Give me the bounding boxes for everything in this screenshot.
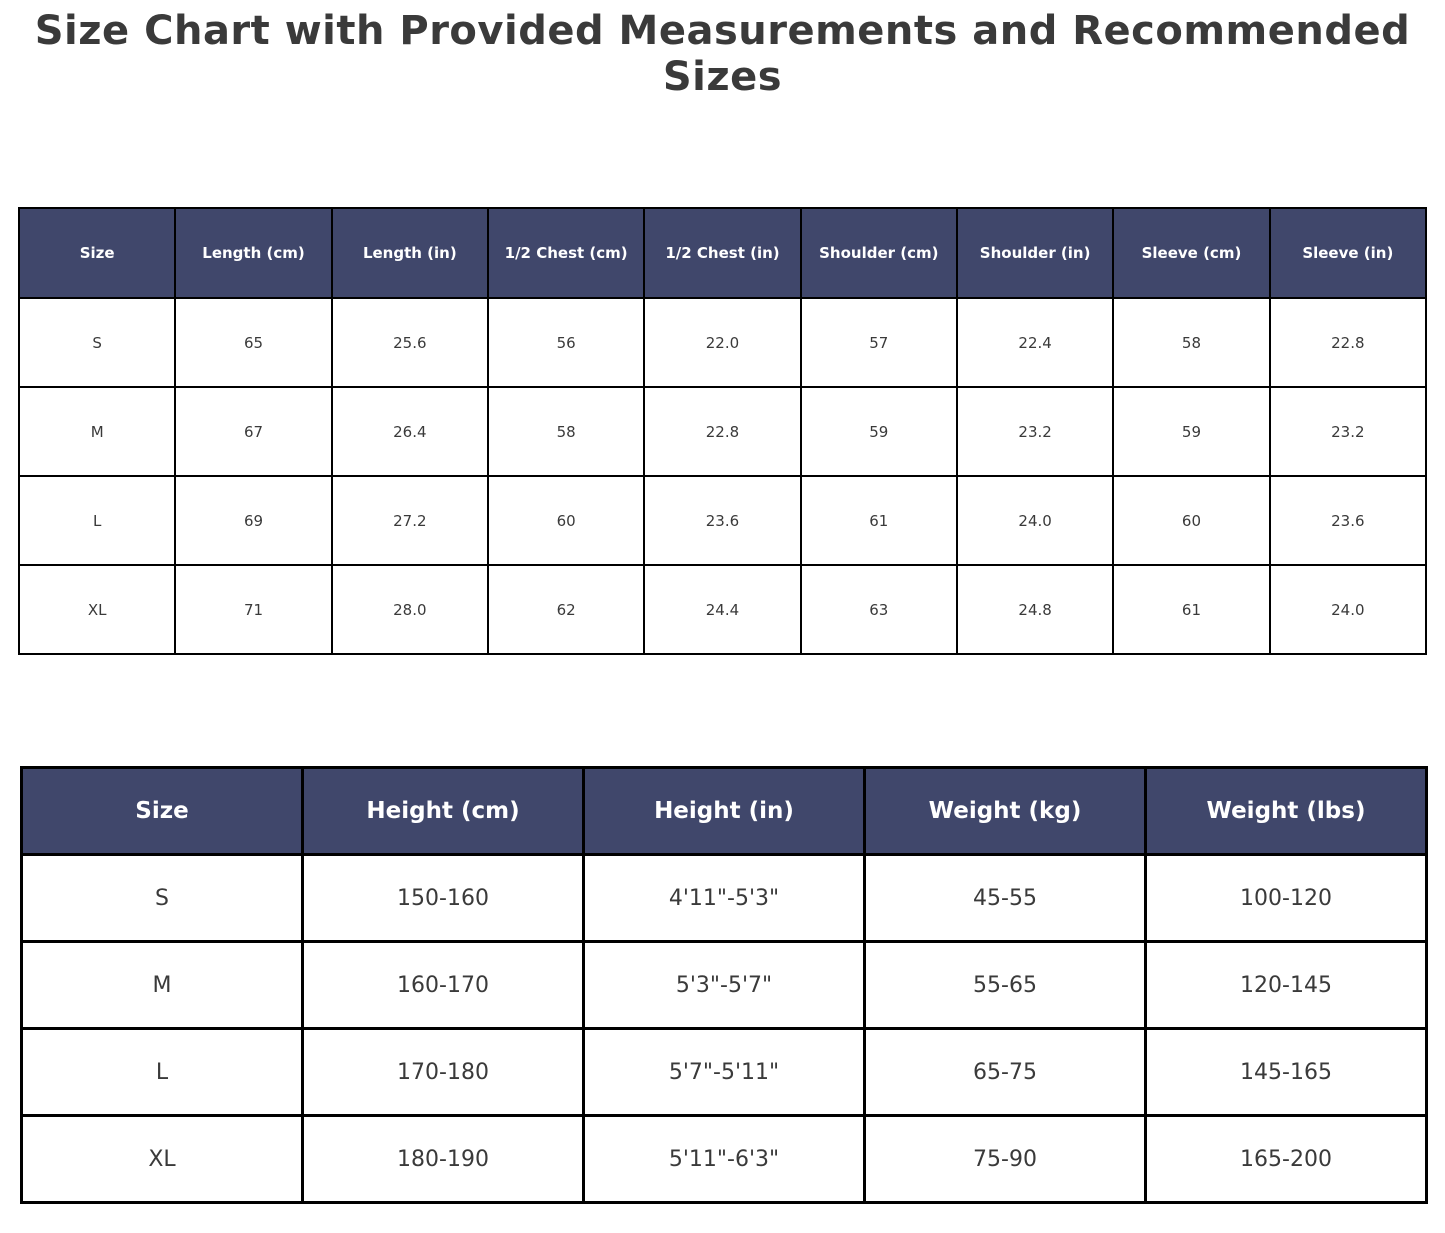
table-row: M 160-170 5'3"-5'7" 55-65 120-145 [20, 940, 1428, 1030]
column-header: Weight (kg) [863, 766, 1147, 856]
column-header: Length (cm) [174, 207, 333, 299]
table-cell: 23.6 [1268, 475, 1428, 566]
table-row: L 69 27.2 60 23.6 61 24.0 60 23.6 [17, 475, 1428, 566]
table-cell: 56 [486, 297, 646, 388]
table-cell: 65-75 [863, 1027, 1147, 1117]
table-cell: 45-55 [863, 853, 1147, 943]
table-cell: 60 [1112, 475, 1271, 566]
size-cell: L [20, 1027, 304, 1117]
page-title: Size Chart with Provided Measurements an… [34, 8, 1411, 100]
table-cell: 27.2 [330, 475, 489, 566]
table-row: S 150-160 4'11"-5'3" 45-55 100-120 [20, 853, 1428, 943]
table-cell: 65 [174, 297, 333, 388]
size-cell: XL [17, 564, 177, 655]
size-cell: XL [20, 1114, 304, 1204]
table-cell: 165-200 [1144, 1114, 1428, 1204]
table-cell: 55-65 [863, 940, 1147, 1030]
table-cell: 61 [799, 475, 958, 566]
table-cell: 150-160 [301, 853, 585, 943]
table-row: XL 71 28.0 62 24.4 63 24.8 61 24.0 [17, 564, 1428, 655]
column-header: Sleeve (cm) [1112, 207, 1271, 299]
column-header: Shoulder (cm) [799, 207, 958, 299]
table-cell: 24.4 [643, 564, 802, 655]
table-cell: 170-180 [301, 1027, 585, 1117]
table-cell: 67 [174, 386, 333, 477]
table-cell: 22.4 [955, 297, 1115, 388]
table-cell: 5'7"-5'11" [582, 1027, 866, 1117]
table-cell: 59 [799, 386, 958, 477]
table-cell: 145-165 [1144, 1027, 1428, 1117]
size-cell: S [20, 853, 304, 943]
table-cell: 24.8 [955, 564, 1115, 655]
column-header: 1/2 Chest (in) [643, 207, 802, 299]
table-cell: 22.8 [643, 386, 802, 477]
table-cell: 75-90 [863, 1114, 1147, 1204]
table-row: M 67 26.4 58 22.8 59 23.2 59 23.2 [17, 386, 1428, 477]
size-cell: M [17, 386, 177, 477]
table-cell: 24.0 [1268, 564, 1428, 655]
table-cell: 63 [799, 564, 958, 655]
column-header: Size [17, 207, 177, 299]
column-header: Size [20, 766, 304, 856]
column-header: Length (in) [330, 207, 489, 299]
table-cell: 61 [1112, 564, 1271, 655]
table-cell: 23.6 [643, 475, 802, 566]
table-cell: 28.0 [330, 564, 489, 655]
table-cell: 22.0 [643, 297, 802, 388]
column-header: Weight (lbs) [1144, 766, 1428, 856]
table-cell: 180-190 [301, 1114, 585, 1204]
table-cell: 23.2 [1268, 386, 1428, 477]
table-cell: 5'11"-6'3" [582, 1114, 866, 1204]
table-row: L 170-180 5'7"-5'11" 65-75 145-165 [20, 1027, 1428, 1117]
size-cell: S [17, 297, 177, 388]
table-cell: 69 [174, 475, 333, 566]
table-cell: 22.8 [1268, 297, 1428, 388]
measurements-table: Size Length (cm) Length (in) 1/2 Chest (… [17, 207, 1428, 655]
column-header: Sleeve (in) [1268, 207, 1428, 299]
table-cell: 25.6 [330, 297, 489, 388]
table-cell: 24.0 [955, 475, 1115, 566]
table-cell: 100-120 [1144, 853, 1428, 943]
table-cell: 4'11"-5'3" [582, 853, 866, 943]
recommended-header-row: Size Height (cm) Height (in) Weight (kg)… [20, 766, 1428, 856]
table-cell: 160-170 [301, 940, 585, 1030]
table-cell: 58 [1112, 297, 1271, 388]
column-header: 1/2 Chest (cm) [486, 207, 646, 299]
table-cell: 71 [174, 564, 333, 655]
table-row: S 65 25.6 56 22.0 57 22.4 58 22.8 [17, 297, 1428, 388]
table-cell: 26.4 [330, 386, 489, 477]
column-header: Shoulder (in) [955, 207, 1115, 299]
column-header: Height (cm) [301, 766, 585, 856]
size-cell: L [17, 475, 177, 566]
size-cell: M [20, 940, 304, 1030]
table-row: XL 180-190 5'11"-6'3" 75-90 165-200 [20, 1114, 1428, 1204]
table-cell: 5'3"-5'7" [582, 940, 866, 1030]
table-cell: 58 [486, 386, 646, 477]
column-header: Height (in) [582, 766, 866, 856]
recommended-sizes-table: Size Height (cm) Height (in) Weight (kg)… [20, 766, 1428, 1204]
table-cell: 60 [486, 475, 646, 566]
table-cell: 120-145 [1144, 940, 1428, 1030]
table-cell: 62 [486, 564, 646, 655]
table-cell: 23.2 [955, 386, 1115, 477]
table-cell: 59 [1112, 386, 1271, 477]
measurements-header-row: Size Length (cm) Length (in) 1/2 Chest (… [17, 207, 1428, 299]
table-cell: 57 [799, 297, 958, 388]
